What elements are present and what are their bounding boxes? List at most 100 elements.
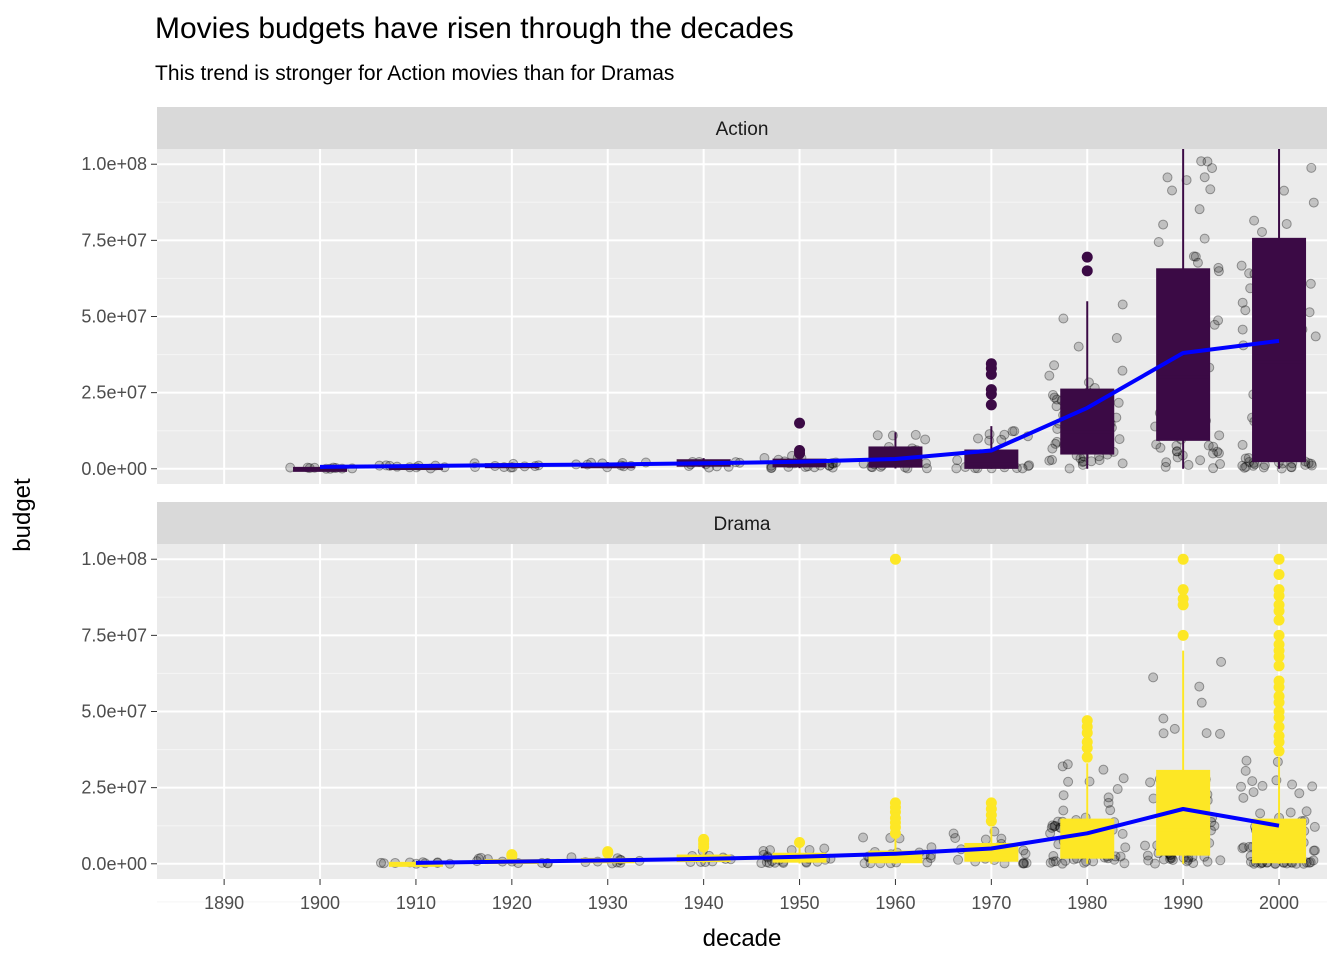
data-point: [1158, 713, 1169, 724]
x-tick-label: 1920: [492, 893, 532, 913]
data-point: [1192, 257, 1203, 268]
data-point: [1172, 446, 1183, 457]
data-point: [1249, 215, 1260, 226]
data-point: [1213, 266, 1224, 277]
data-point: [1111, 333, 1122, 344]
data-point: [1049, 360, 1060, 371]
trend-line: [319, 338, 1280, 469]
data-point: [1047, 454, 1058, 465]
x-tick-label: 1970: [971, 893, 1011, 913]
data-point: [1148, 672, 1159, 683]
data-point: [1009, 426, 1020, 437]
data-point: [1188, 251, 1199, 262]
data-point: [1045, 857, 1056, 868]
data-point: [1240, 765, 1251, 776]
data-point: [1063, 776, 1074, 787]
outlier-point: [1273, 675, 1285, 687]
data-point: [953, 854, 964, 865]
x-tick-label: 1930: [588, 893, 628, 913]
y-axis-title: budget: [9, 478, 36, 552]
data-point: [1306, 458, 1317, 469]
chart-title: Movies budgets have risen through the de…: [155, 12, 794, 45]
box-body: [1252, 818, 1307, 864]
data-point: [1237, 439, 1248, 450]
data-point: [1215, 855, 1226, 866]
data-point: [1020, 848, 1031, 859]
data-point: [1240, 453, 1251, 464]
data-point: [1181, 175, 1192, 186]
data-point: [1120, 842, 1131, 853]
data-point: [1203, 440, 1214, 451]
outlier-point: [985, 399, 997, 411]
x-tick-label: 1990: [1163, 893, 1203, 913]
data-point: [1115, 851, 1126, 862]
outlier-point: [1081, 265, 1093, 277]
data-point: [1118, 773, 1129, 784]
box-2000: [1252, 149, 1307, 469]
data-point: [1201, 728, 1212, 739]
facet-strip: [157, 502, 1327, 544]
data-point: [1255, 808, 1266, 819]
data-point: [1237, 460, 1248, 471]
data-point: [1307, 781, 1318, 792]
data-point: [1240, 305, 1251, 316]
data-point: [1195, 455, 1206, 466]
data-point: [827, 462, 838, 473]
data-point: [980, 834, 991, 845]
box-body: [868, 850, 923, 864]
data-point: [1310, 331, 1321, 342]
data-point: [1194, 681, 1205, 692]
data-point: [1158, 728, 1169, 739]
data-point: [1303, 458, 1314, 469]
data-point: [1212, 446, 1223, 457]
data-point: [1238, 792, 1249, 803]
outlier-point: [506, 849, 518, 861]
data-point: [1199, 233, 1210, 244]
data-point: [1143, 855, 1154, 866]
data-point: [972, 433, 983, 444]
data-point: [1058, 313, 1069, 324]
data-point: [999, 429, 1010, 440]
data-point: [1171, 440, 1182, 451]
data-point: [1047, 443, 1058, 454]
data-point: [1199, 172, 1210, 183]
data-point: [1309, 845, 1320, 856]
box-body: [1060, 818, 1115, 859]
boxes: [388, 553, 1307, 867]
data-point: [1213, 262, 1224, 273]
y-axis: 0.0e+00 2.5e+07 5.0e+07 7.5e+07 1.0e+08: [81, 154, 157, 479]
outlier-point: [698, 833, 710, 845]
outlier-point: [1273, 639, 1285, 650]
y-tick-label: 1.0e+08: [81, 549, 147, 569]
data-point: [1213, 315, 1224, 326]
outlier-point: [1273, 660, 1285, 672]
data-point: [1202, 156, 1213, 167]
outlier-point: [602, 846, 614, 858]
x-tick-label: 1900: [300, 893, 340, 913]
data-point: [1286, 462, 1297, 473]
outlier-point: [1273, 721, 1285, 733]
data-point: [1098, 764, 1109, 775]
data-point: [1077, 456, 1088, 467]
outlier-point: [1081, 715, 1093, 727]
data-point: [1213, 448, 1224, 459]
outlier-point: [1177, 584, 1189, 596]
outlier-point: [1177, 629, 1189, 641]
data-point: [1047, 820, 1058, 831]
data-point: [1216, 656, 1227, 667]
data-point: [952, 455, 963, 466]
outlier-point: [794, 836, 806, 848]
data-point: [1205, 184, 1216, 195]
data-point: [1196, 697, 1207, 708]
data-point: [1272, 756, 1283, 767]
data-point: [1236, 781, 1247, 792]
box-1970: [964, 358, 1019, 469]
data-point: [378, 858, 389, 869]
x-tick-label: 2000: [1259, 893, 1299, 913]
data-point: [921, 463, 932, 474]
data-point: [1237, 843, 1248, 854]
y-tick-label: 7.5e+07: [81, 625, 147, 645]
y-tick-label: 1.0e+08: [81, 154, 147, 174]
data-point: [1113, 397, 1124, 408]
y-tick-label: 5.0e+07: [81, 702, 147, 722]
